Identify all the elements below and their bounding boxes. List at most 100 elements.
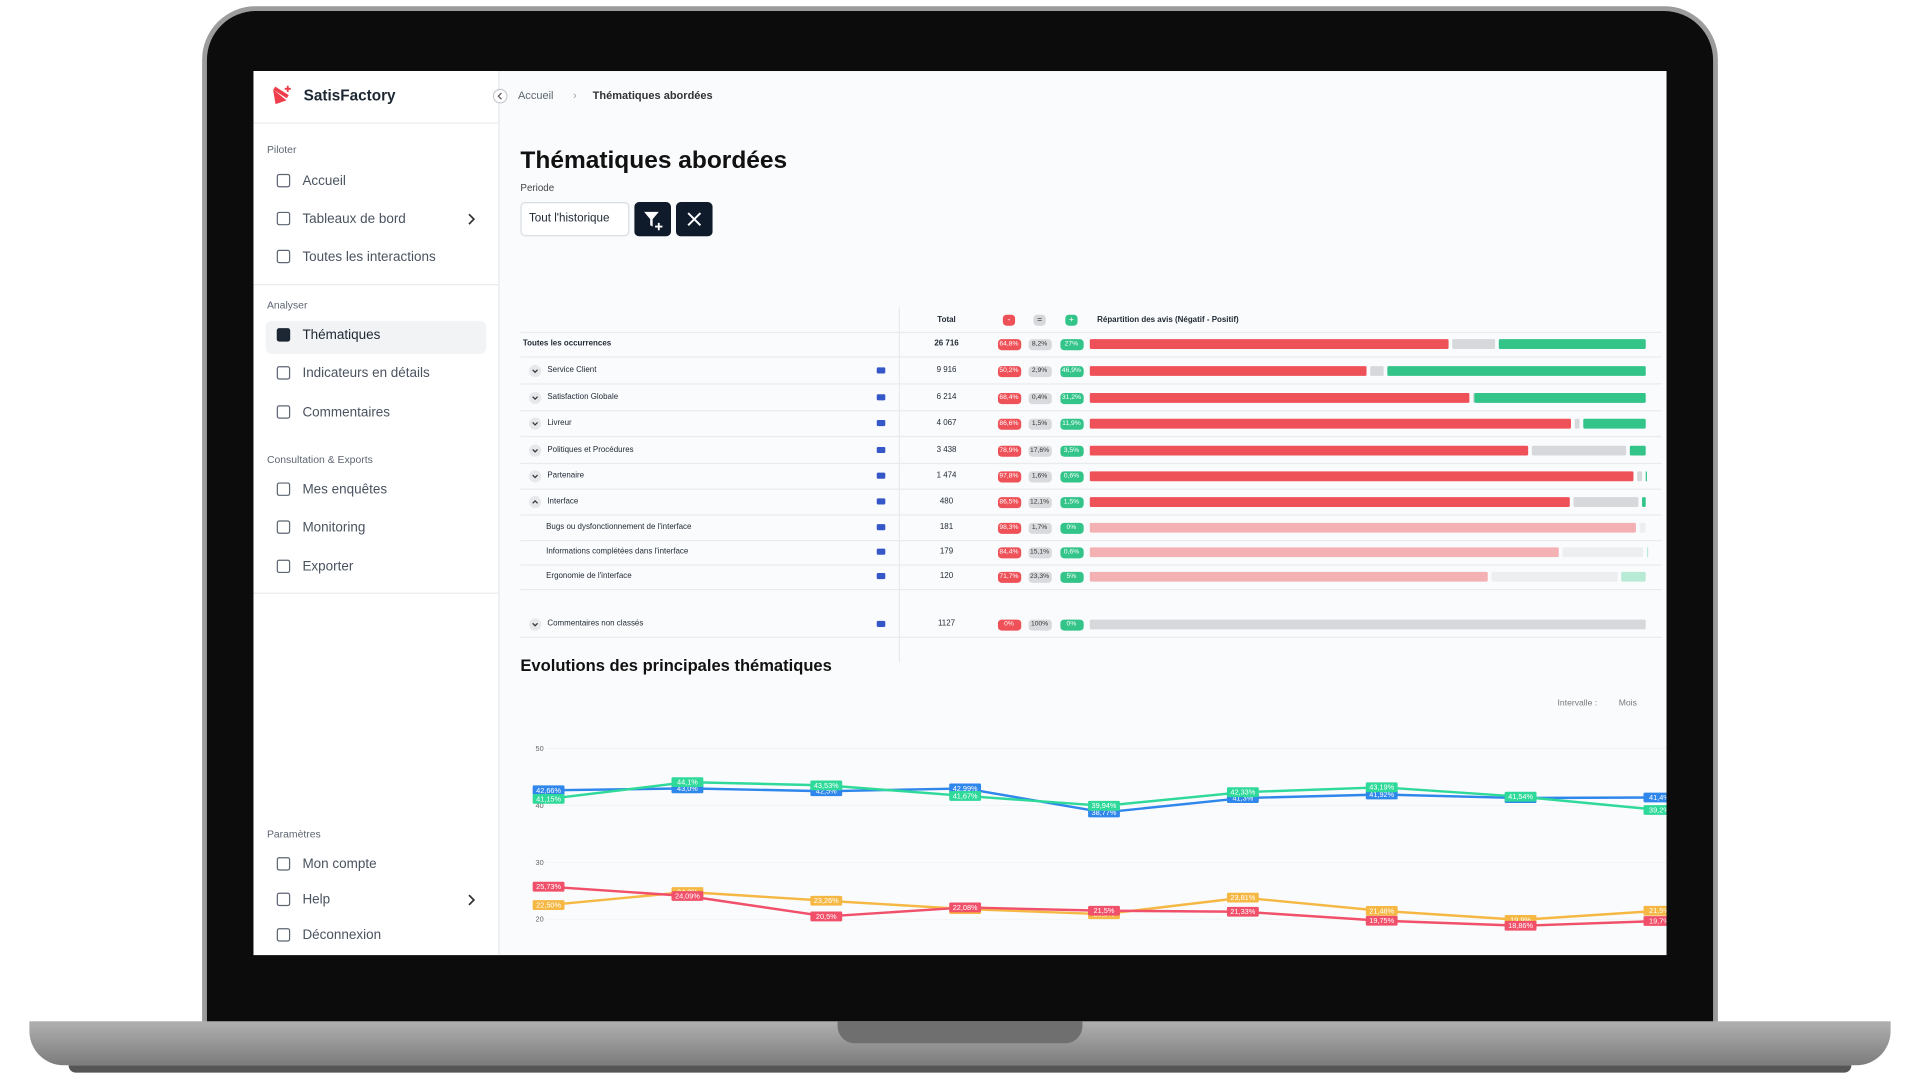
chevron[interactable] (529, 418, 541, 430)
period-select[interactable]: Tout l'historique (520, 202, 630, 237)
nav-icon (276, 928, 291, 942)
data-label: 43,0% (677, 784, 698, 793)
share-bar (1089, 339, 1449, 349)
nav-item[interactable]: Mes enquêtes (302, 482, 388, 498)
row-total: 120 (939, 571, 954, 581)
nav-item[interactable]: Commentaires (302, 405, 391, 421)
clear-filter-button[interactable] (675, 202, 713, 237)
comment-icon (876, 620, 886, 627)
chevron-right[interactable] (465, 893, 477, 908)
row-total: 3 438 (936, 445, 957, 455)
data-point (532, 900, 565, 910)
share-badge: 0% (1059, 618, 1084, 631)
chevron[interactable] (529, 444, 541, 456)
share-badge: 0% (1059, 522, 1084, 534)
share-bar (1474, 393, 1646, 403)
share-badge: 64,8% (997, 338, 1021, 350)
row-name: Partenaire (547, 471, 585, 481)
row-name: Toutes les occurrences (522, 339, 612, 348)
data-label: 23,81% (1230, 893, 1255, 902)
screen: SatisFactory Piloter Accueil Tableaux de b… (253, 71, 1667, 956)
comment-icon (876, 573, 886, 580)
data-label: 22,08% (953, 903, 978, 912)
share-badge: 1,6% (1027, 470, 1052, 482)
row-total: 181 (939, 522, 954, 532)
share-bar (1089, 619, 1646, 630)
themes-table: Total - = + Répartition des avis (Négatif - … (253, 71, 1666, 663)
row-name: Satisfaction Globale (547, 393, 619, 402)
nav-item[interactable]: Help (302, 892, 331, 908)
data-point (1226, 892, 1259, 903)
data-label: 41,3% (1232, 793, 1253, 802)
column-badge: + (1065, 314, 1078, 326)
chevron[interactable] (529, 470, 541, 482)
column-header: Total (937, 315, 956, 325)
share-bar (1531, 445, 1627, 456)
expand-toggle (528, 391, 542, 405)
data-label: 43,53% (814, 781, 839, 790)
data-label: 21,5% (1094, 906, 1115, 915)
line-chart: 20 30 40 50 42,66% 43,0% 42,5% 42,99% 38,77% 41,3… (532, 744, 1667, 931)
back-button[interactable] (492, 88, 508, 104)
divider (253, 592, 499, 594)
row-divider (520, 462, 1662, 465)
nav-item[interactable]: Toutes les interactions (302, 249, 436, 265)
share-bar (1574, 418, 1580, 429)
brand-name: SatisFactory (303, 86, 396, 105)
comment-icon (876, 548, 886, 555)
chevron[interactable] (529, 496, 541, 508)
row-total: 1127 (937, 619, 956, 629)
nav-item[interactable]: Thématiques (302, 328, 381, 343)
chevron[interactable] (529, 365, 541, 377)
share-bar (1386, 366, 1646, 376)
nav-item[interactable]: Monitoring (302, 520, 366, 536)
data-label: 23,26% (814, 896, 839, 905)
share-badge: 5% (1059, 571, 1084, 583)
section-title: Piloter (266, 143, 297, 156)
data-label: 21,48% (1369, 906, 1394, 915)
data-label: 39,2% (1649, 805, 1666, 814)
laptop-notch (837, 1021, 1083, 1044)
breadcrumb-link[interactable]: Accueil (517, 89, 554, 102)
active-item-highlight (265, 320, 487, 354)
share-bar (1498, 339, 1646, 349)
share-bar (1629, 445, 1646, 456)
nav-item[interactable]: Accueil (302, 173, 346, 189)
nav-item[interactable]: Tableaux de bord (302, 211, 406, 227)
chart-title: Evolutions des principales thématiques (520, 656, 832, 675)
data-label: 39,94% (1092, 801, 1117, 810)
row-name: Commentaires non classés (547, 619, 644, 629)
data-label: 44,1% (677, 778, 698, 787)
share-badge: 71,7% (997, 571, 1021, 583)
nav-item[interactable]: Déconnexion (302, 928, 382, 943)
data-label: 42,99% (953, 784, 978, 793)
chevron[interactable] (529, 392, 541, 404)
share-badge: 17,6% (1027, 445, 1052, 457)
nav-item[interactable]: Exporter (302, 559, 354, 575)
interval-value[interactable]: Mois (1618, 699, 1637, 708)
nav-icon (276, 892, 291, 907)
share-badge: 8,2% (1027, 338, 1052, 350)
share-bar (1089, 393, 1469, 403)
expand-toggle (528, 618, 542, 631)
share-bar (1089, 471, 1634, 482)
nav-item[interactable]: Indicateurs en détails (302, 366, 430, 381)
share-badge: 78,9% (997, 445, 1021, 457)
share-badge: 86,6% (997, 418, 1021, 430)
chevron-right[interactable] (465, 212, 477, 227)
row-divider (520, 356, 1662, 358)
expand-toggle (528, 495, 542, 509)
share-badge: 100% (1027, 618, 1052, 631)
add-filter-button[interactable] (634, 202, 672, 237)
interval-label: Intervalle : (1557, 699, 1598, 708)
share-bar (1491, 571, 1618, 582)
share-bar (1472, 393, 1474, 403)
nav-item[interactable]: Mon compte (302, 857, 377, 872)
data-label: 22,50% (536, 901, 561, 910)
share-bar (1089, 522, 1637, 533)
share-badge: 0% (997, 618, 1021, 631)
section-title: Consultation & Exports (266, 453, 373, 466)
column-badge: - (1002, 314, 1016, 326)
data-label: 41,54% (1508, 792, 1533, 801)
chevron[interactable] (529, 618, 541, 630)
